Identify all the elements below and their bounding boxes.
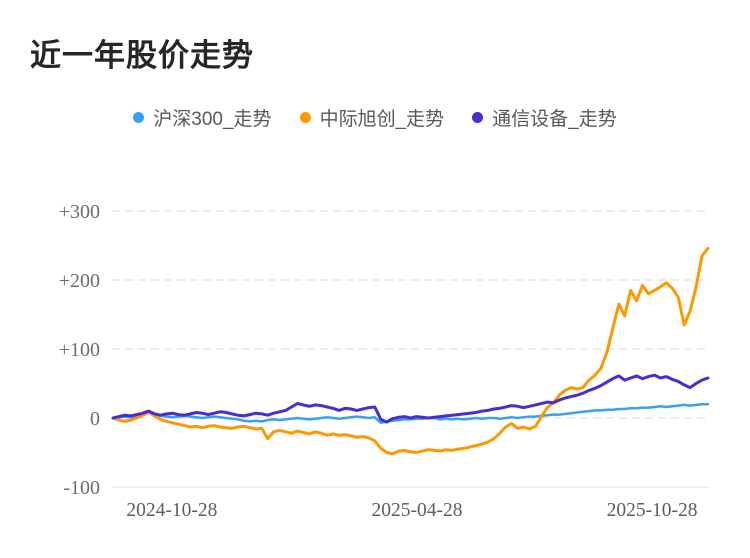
legend-dot-icon [133, 112, 145, 123]
legend-item-2[interactable]: 通信设备_走势 [472, 104, 617, 131]
x-axis-tick-label: 2025-10-28 [607, 500, 698, 521]
y-axis-tick-label: +200 [59, 270, 100, 292]
legend-item-0[interactable]: 沪深300_走势 [133, 104, 272, 131]
series-line-2 [111, 373, 710, 424]
series-line-1 [111, 246, 710, 456]
y-axis-tick-label: -100 [63, 477, 100, 499]
chart-legend: 沪深300_走势 中际旭创_走势 通信设备_走势 [0, 104, 750, 131]
x-axis-tick-label: 2024-10-28 [126, 500, 217, 521]
y-axis-tick-label: +100 [59, 339, 100, 361]
legend-dot-icon [472, 112, 484, 123]
legend-label: 中际旭创_走势 [319, 109, 445, 130]
legend-item-1[interactable]: 中际旭创_走势 [299, 104, 445, 131]
x-axis-tick-label: 2025-04-28 [372, 500, 463, 521]
legend-label: 沪深300_走势 [153, 109, 272, 130]
chart-title: 近一年股价走势 [30, 38, 254, 73]
legend-label: 通信设备_走势 [492, 109, 617, 130]
y-axis-tick-label: +300 [59, 201, 100, 223]
legend-dot-icon [299, 112, 311, 123]
y-axis-tick-label: 0 [90, 408, 100, 430]
